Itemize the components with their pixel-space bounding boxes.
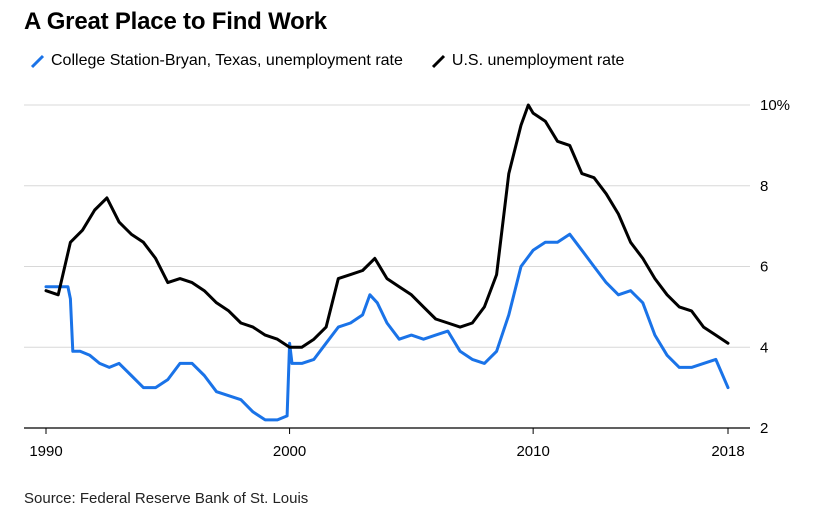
source-note: Source: Federal Reserve Bank of St. Loui…	[24, 490, 309, 507]
x-tick-label: 2018	[711, 443, 744, 460]
legend: College Station-Bryan, Texas, unemployme…	[30, 52, 652, 70]
y-tick-label: 8	[760, 178, 768, 195]
series-line-college-station	[44, 232, 730, 422]
legend-item-college-station: College Station-Bryan, Texas, unemployme…	[30, 52, 403, 70]
chart-title: A Great Place to Find Work	[24, 8, 327, 35]
x-tick-label: 2010	[516, 443, 549, 460]
legend-label-college-station: College Station-Bryan, Texas, unemployme…	[51, 52, 403, 69]
legend-item-us: U.S. unemployment rate	[431, 52, 625, 70]
y-tick-label: 10%	[760, 97, 790, 114]
x-tick-label: 2000	[273, 443, 306, 460]
series-line-us	[44, 103, 730, 349]
y-tick-label: 2	[760, 420, 768, 437]
x-tick-label: 1990	[29, 443, 62, 460]
y-tick-label: 4	[760, 339, 768, 356]
y-tick-label: 6	[760, 259, 768, 276]
legend-label-us: U.S. unemployment rate	[451, 52, 625, 69]
legend-line-icon	[431, 54, 445, 68]
legend-line-icon	[30, 54, 45, 68]
